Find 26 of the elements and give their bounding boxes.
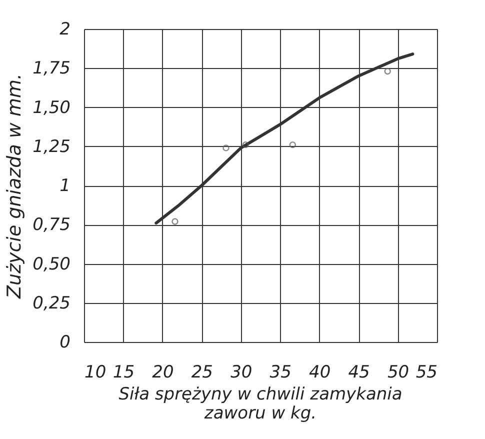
y-tick-label: 1,75 [32, 58, 70, 79]
point [384, 68, 391, 75]
y-tick-label: 1,50 [32, 98, 70, 118]
x-tick-label: 20 [152, 362, 174, 382]
point [172, 218, 178, 225]
x-tick-label: 25 [191, 362, 213, 382]
x-tick-label: 30 [230, 362, 252, 382]
y-tick-label: 0,75 [32, 215, 70, 236]
x-tick-label: 10 [84, 362, 106, 382]
y-tick-label: 1,25 [32, 136, 70, 157]
point [222, 144, 230, 152]
x-tick-label: 55 [416, 362, 438, 382]
point [289, 141, 296, 148]
y-tick-label: 0,50 [32, 254, 70, 274]
x-tick-label: 35 [270, 362, 292, 382]
y-tick-label: 0 [60, 332, 70, 352]
y-tick-label: 0,25 [32, 293, 70, 314]
y-tick-label: 2 [60, 20, 70, 40]
x-tick-label: 45 [348, 362, 370, 382]
y-axis-title: Zużycie gniazda w mm. [4, 73, 26, 300]
x-axis-title: Siła sprężyny w chwili zamykania zaworu w kg. [118, 384, 402, 424]
point [242, 141, 249, 148]
y-tick-label: 1 [60, 176, 70, 196]
x-tick-label: 40 [309, 362, 331, 382]
x-tick-label: 15 [112, 362, 135, 382]
x-tick-label: 50 [387, 362, 410, 382]
